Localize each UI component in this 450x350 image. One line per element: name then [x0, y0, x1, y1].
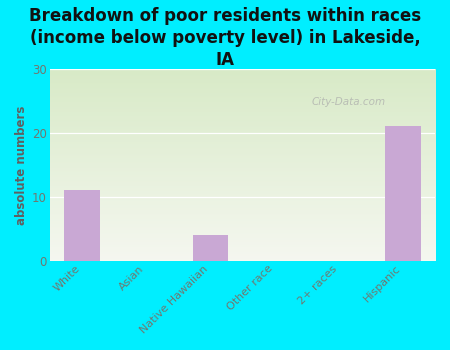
Text: City-Data.com: City-Data.com	[312, 97, 386, 107]
Bar	[193, 235, 228, 261]
Bar	[64, 190, 99, 261]
Y-axis label: absolute numbers: absolute numbers	[15, 105, 28, 224]
Text: Breakdown of poor residents within races
(income below poverty level) in Lakesid: Breakdown of poor residents within races…	[29, 7, 421, 69]
Bar	[385, 126, 421, 261]
